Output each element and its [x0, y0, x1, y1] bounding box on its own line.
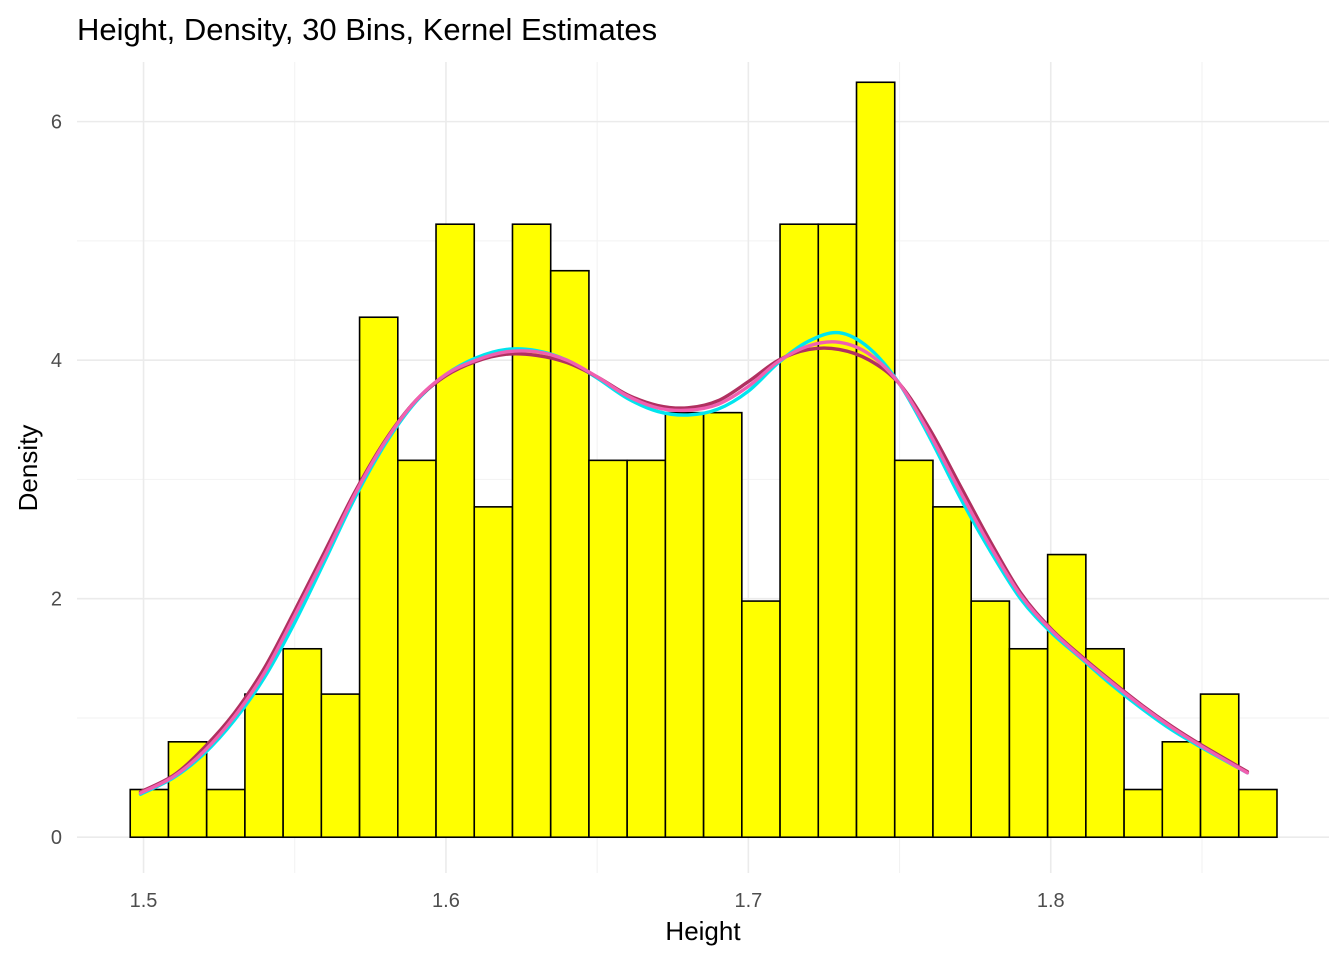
histogram-bar: [473, 506, 514, 839]
histogram-bar: [1237, 788, 1278, 839]
histogram-bar: [1161, 741, 1202, 839]
histogram-bar: [893, 459, 934, 839]
x-tick-label: 1.7: [734, 890, 762, 912]
histogram-bar: [282, 647, 323, 839]
histogram-bar: [397, 459, 437, 839]
histogram-bar: [664, 411, 705, 839]
y-tick-label: 6: [51, 112, 62, 134]
histogram-bar: [167, 741, 208, 839]
kernel-density-curve-3: [138, 340, 1250, 795]
histogram-bar: [932, 506, 972, 839]
histogram-bar: [588, 459, 628, 839]
y-tick-label: 2: [51, 589, 62, 611]
histogram-bar: [358, 316, 399, 839]
histogram-bar: [779, 223, 820, 839]
histogram-bar: [320, 693, 361, 839]
x-tick-label: 1.5: [130, 890, 158, 912]
histogram-bar: [511, 223, 552, 839]
x-tick-label: 1.6: [432, 890, 460, 912]
histogram-bar: [129, 788, 170, 839]
histogram-bars: [129, 81, 1278, 839]
x-tick-label: 1.8: [1037, 890, 1065, 912]
histogram-bar: [626, 459, 667, 839]
y-axis-tick-labels: 0 2 4 6: [51, 112, 62, 850]
histogram-bar: [1123, 788, 1164, 839]
chart-title: Height, Density, 30 Bins, Kernel Estimat…: [77, 12, 657, 47]
histogram-bar: [435, 223, 476, 839]
histogram-bar: [702, 411, 743, 839]
x-axis-title: Height: [665, 916, 741, 946]
histogram-bar: [817, 223, 858, 839]
histogram-bar: [1046, 553, 1087, 839]
histogram-bar: [205, 788, 246, 839]
y-tick-label: 0: [51, 827, 62, 849]
histogram-bar: [855, 81, 896, 839]
kernel-density-curves: [138, 330, 1250, 796]
y-tick-label: 4: [51, 350, 62, 372]
histogram-bar: [1008, 647, 1049, 839]
histogram-bar: [244, 693, 284, 839]
histogram-bar: [970, 600, 1011, 839]
x-axis-tick-labels: 1.5 1.6 1.7 1.8: [130, 890, 1065, 912]
histogram-bar: [741, 600, 781, 839]
y-axis-title: Density: [13, 425, 43, 512]
